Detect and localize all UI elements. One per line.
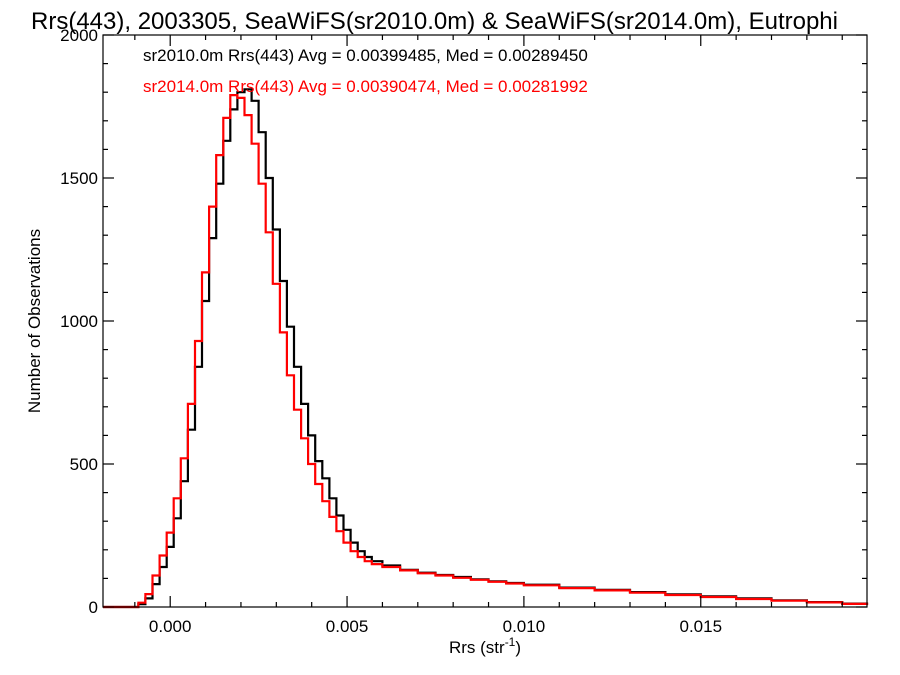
x-tick-label: 0.015	[679, 617, 722, 636]
y-tick-label: 2000	[60, 26, 98, 45]
x-axis-label-close: )	[515, 638, 521, 657]
x-tick-label: 0.000	[149, 617, 192, 636]
y-tick-label: 500	[70, 455, 98, 474]
plot-area: 0.000 0.005 0.010 0.015 0 500 1000 1500 2000 sr2…	[60, 26, 869, 636]
series-line	[103, 88, 869, 609]
legend-entry: sr2010.0m Rrs(443) Avg = 0.00399485, Med…	[143, 46, 588, 65]
axis-ticks: 0.000 0.005 0.010 0.015 0 500 1000 1500 2000	[60, 26, 867, 636]
legend: sr2010.0m Rrs(443) Avg = 0.00399485, Med…	[143, 46, 588, 96]
y-axis-label: Number of Observations	[25, 229, 44, 413]
y-tick-label: 1500	[60, 169, 98, 188]
x-axis-label-superscript: -1	[505, 635, 516, 649]
x-tick-label: 0.010	[503, 617, 546, 636]
series-group	[103, 88, 869, 609]
x-axis-label-main: Rrs (str	[449, 638, 505, 657]
x-axis-label: Rrs (str-1)	[449, 635, 521, 657]
y-tick-label: 0	[89, 598, 98, 617]
plot-frame	[102, 34, 868, 608]
y-tick-label: 1000	[60, 312, 98, 331]
chart-title: Rrs(443), 2003305, SeaWiFS(sr2010.0m) & …	[31, 8, 838, 35]
x-tick-label: 0.005	[326, 617, 369, 636]
series-line	[103, 94, 869, 609]
legend-entry: sr2014.0m Rrs(443) Avg = 0.00390474, Med…	[143, 77, 588, 96]
